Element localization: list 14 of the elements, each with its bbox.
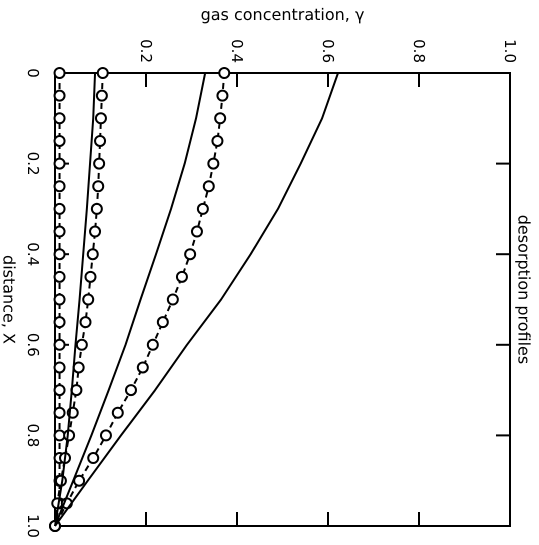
x-tick-label: 0.2 [137,39,155,63]
x-axis-title: gas concentration, γ [200,5,364,24]
y-tick-label: 0 [24,68,42,78]
y-tick-label: 0.6 [24,332,42,357]
x-tick-label: 1.0 [501,39,519,63]
x-tick-label: 0.6 [319,39,337,63]
y-tick-label: 0.4 [24,242,42,266]
y-axis-title: distance, X [0,255,18,344]
y-tick-label: 0.8 [24,423,42,448]
y-tick-label: 0.2 [24,152,42,176]
x-tick-label: 0.4 [228,39,246,63]
y-tick-label: 1.0 [24,514,42,538]
text: desorption profiles [514,214,534,364]
x-tick-label: 0.8 [410,39,428,63]
